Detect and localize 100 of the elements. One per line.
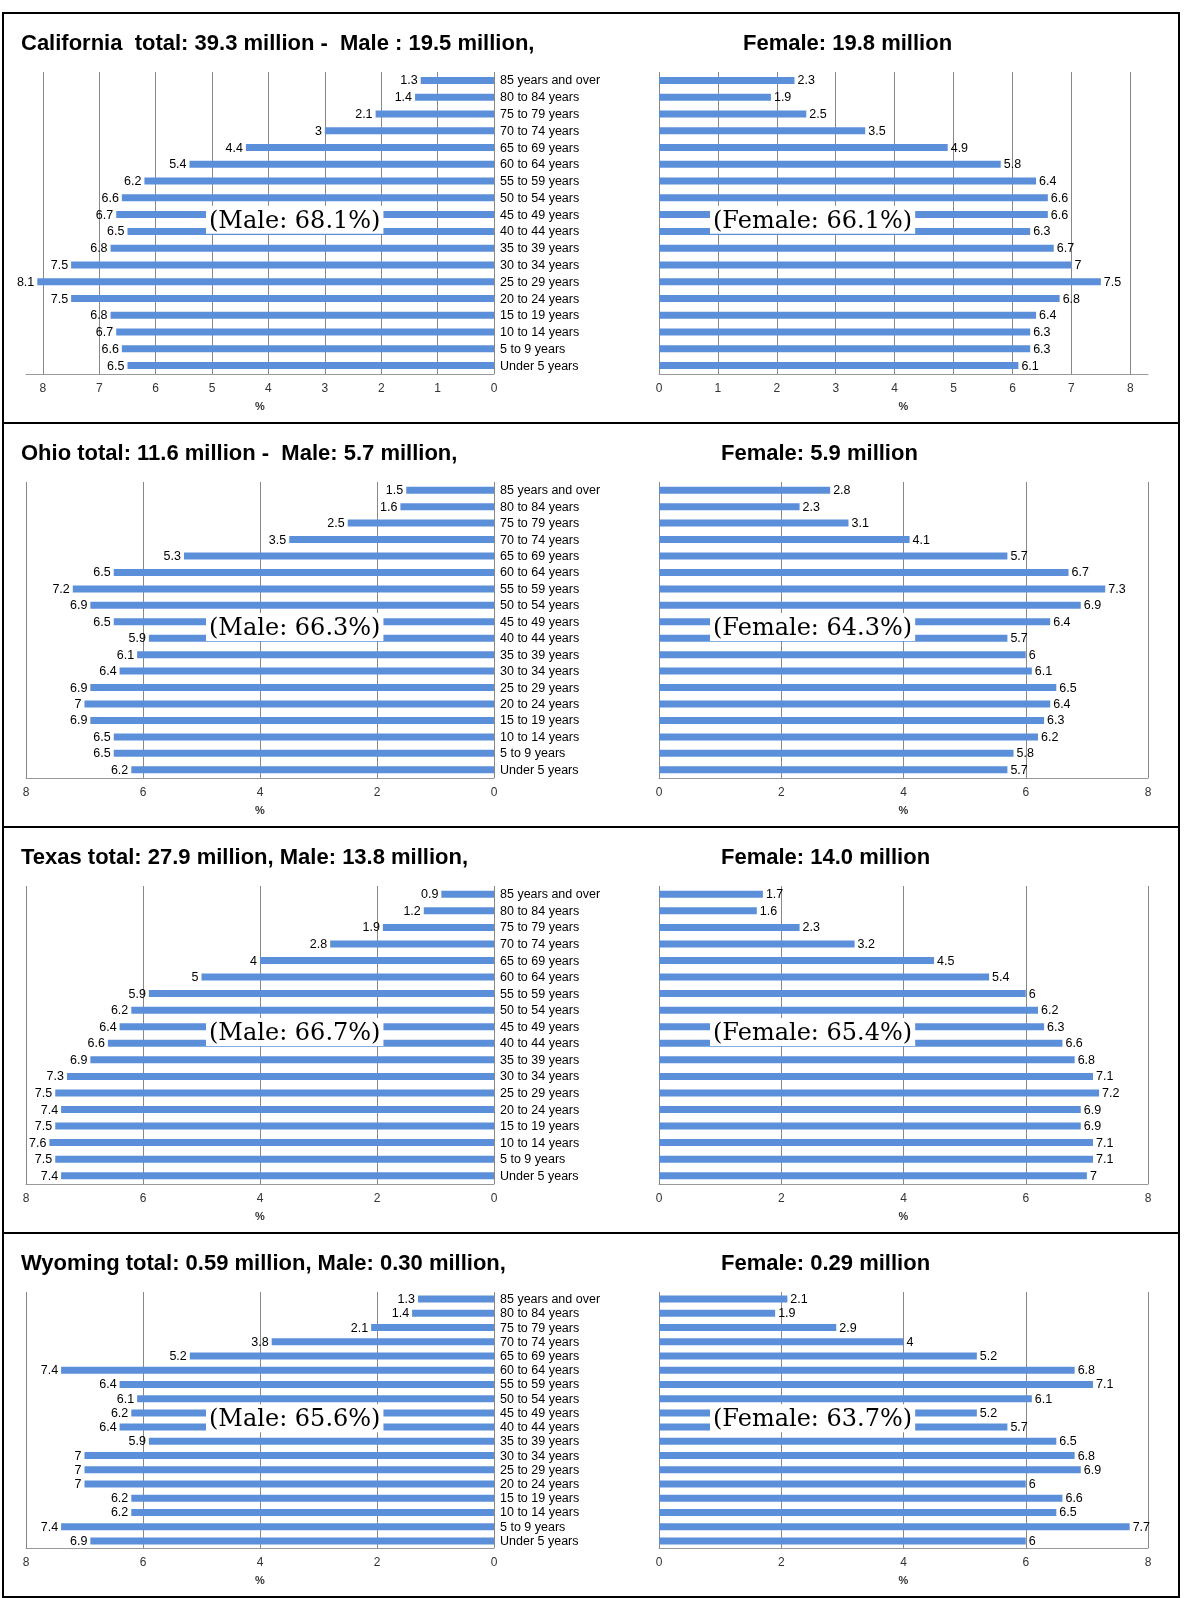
bar [412,1309,494,1317]
bar [659,244,1054,252]
bar [659,667,1032,675]
data-label: 2.8 [309,936,328,951]
y-tick-label: 10 to 14 years [500,729,580,744]
y-tick-label: 30 to 34 years [500,1448,580,1463]
bar [183,552,494,560]
bar [659,503,800,511]
bar [659,1072,1093,1080]
y-tick-label: 50 to 54 years [500,598,580,613]
x-tick-label: 4 [900,785,908,799]
y-tick-label: 50 to 54 years [500,1003,580,1018]
bar [659,1295,788,1303]
bar [441,890,494,898]
data-label: 7.1 [1095,1377,1114,1392]
bar [659,1380,1093,1388]
y-tick-label: 25 to 29 years [500,680,580,695]
y-tick-label: 70 to 74 years [500,532,580,547]
bar [131,1006,494,1014]
data-label: 6 [1028,986,1036,1001]
y-tick-label: 30 to 34 years [500,664,580,679]
data-label: 6.2 [110,1003,129,1018]
data-label: 4 [250,953,258,968]
bar [659,278,1101,286]
data-label: 6.2 [1040,1003,1059,1018]
data-label: 6.2 [110,1405,129,1420]
data-label: 6.1 [1034,1391,1053,1406]
bar [289,536,494,544]
bar [659,328,1031,336]
data-label: 2.1 [350,1320,369,1335]
y-tick-label: 5 to 9 years [500,341,566,356]
data-label: 4.9 [950,140,969,155]
x-tick-label: 5 [950,381,958,395]
y-tick-label: 60 to 64 years [500,970,580,985]
data-label: 2.1 [355,106,373,121]
bar [90,1056,494,1064]
y-tick-label: 80 to 84 years [500,90,580,105]
x-tick-label: 8 [22,1191,30,1205]
data-label: 7.2 [52,581,70,596]
data-label: 6.7 [95,207,114,222]
bar [659,766,1008,774]
y-tick-label: 85 years and over [500,483,601,498]
bar [659,700,1051,708]
data-label: 6.9 [1083,598,1102,613]
data-label: 5.8 [1003,157,1022,172]
x-tick-label: 0 [655,785,663,799]
bar [245,144,494,151]
x-tick-label: 4 [900,1555,908,1569]
y-tick-label: 45 to 49 years [500,207,580,222]
bar [659,749,1014,757]
x-tick-label: 1 [714,381,722,395]
bar [659,1395,1032,1403]
y-tick-label: 60 to 64 years [500,157,580,172]
data-label: 6.5 [1059,1505,1077,1520]
data-label: 7.5 [1103,274,1122,289]
y-tick-label: 35 to 39 years [500,241,580,256]
data-label: 2.3 [802,499,821,514]
data-label: 6.9 [69,1052,88,1067]
data-label: 6.3 [1033,325,1051,340]
y-tick-label: 85 years and over [500,887,601,902]
y-tick-label: 70 to 74 years [500,936,580,951]
data-label: 3.5 [868,123,886,138]
data-label: 5.4 [992,970,1010,985]
bar [113,733,494,741]
annotation: (Female: 66.1%) [713,205,913,234]
bar [119,667,494,675]
data-label: 2.8 [833,483,851,498]
data-label: 1.4 [394,90,413,105]
bar [37,278,494,286]
data-label: 3 [314,123,322,138]
data-label: 1.2 [403,903,421,918]
data-label: 6.5 [93,729,111,744]
x-tick-label: 7 [1068,381,1076,395]
y-tick-label: 25 to 29 years [500,274,580,289]
bar [55,1089,494,1097]
data-label: 7.1 [1095,1152,1114,1167]
bar [113,749,494,757]
data-label: 7.4 [40,1519,59,1534]
data-label: 6.1 [1034,664,1053,679]
data-label: 6.4 [1053,614,1071,629]
chart-title: Female: 5.9 million [721,439,918,465]
bar [119,1380,494,1388]
data-label: 7.5 [34,1085,53,1100]
bar [659,940,855,948]
data-label: 3.5 [268,532,287,547]
data-label: 6.6 [1065,1036,1083,1051]
x-tick-label: 8 [22,1555,30,1569]
data-label: 4 [906,1334,914,1349]
data-label: 7.4 [40,1168,59,1183]
bar [66,1072,494,1080]
data-label: 5.4 [169,157,187,172]
data-label: 6.3 [1047,713,1065,728]
y-tick-label: 50 to 54 years [500,1391,580,1406]
x-axis-title: % [255,399,266,412]
annotation: (Male: 68.1%) [209,205,381,234]
y-tick-label: 25 to 29 years [500,1462,580,1477]
data-label: 6.3 [1033,341,1051,356]
data-label: 6.4 [1039,308,1057,323]
x-tick-label: 6 [1022,785,1030,799]
x-tick-label: 2 [373,1191,381,1205]
